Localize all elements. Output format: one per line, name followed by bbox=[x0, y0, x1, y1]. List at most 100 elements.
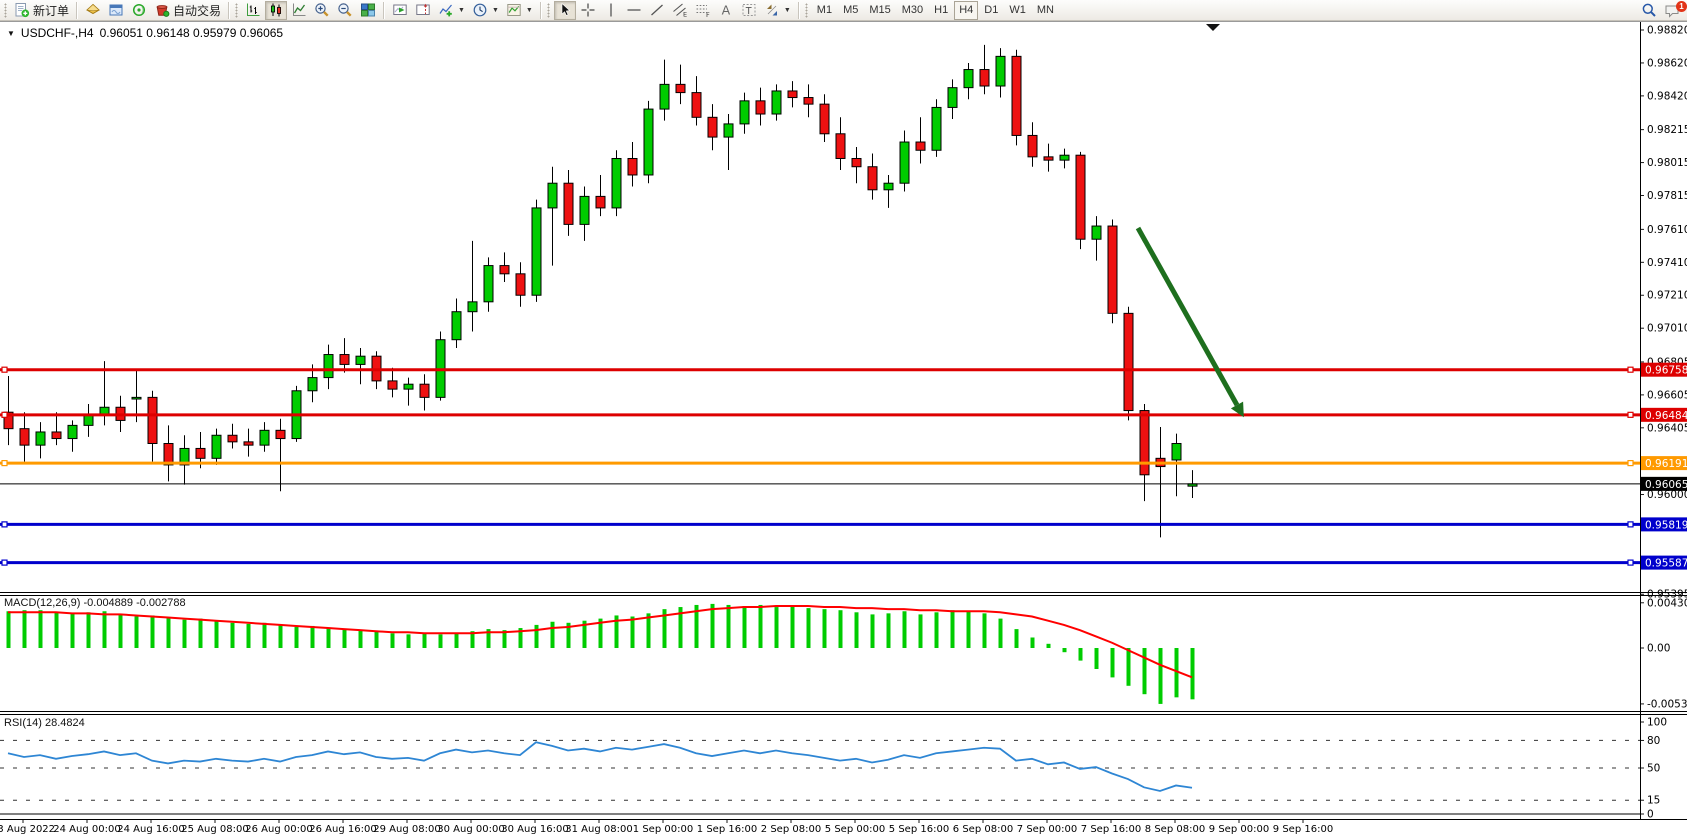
bull-candle bbox=[1091, 225, 1102, 240]
toolbar-grip[interactable] bbox=[235, 2, 239, 18]
line-handle[interactable] bbox=[1627, 411, 1634, 418]
bull-candle bbox=[211, 434, 222, 459]
autotrading-button[interactable]: 自动交易 bbox=[151, 1, 224, 20]
svg-text:0.96484: 0.96484 bbox=[1645, 410, 1687, 422]
price-badge bbox=[1641, 517, 1687, 532]
line-handle[interactable] bbox=[1627, 521, 1634, 528]
data-window-button[interactable] bbox=[105, 1, 127, 20]
svg-text:80: 80 bbox=[1647, 735, 1660, 747]
signals-button[interactable] bbox=[128, 1, 150, 20]
price-badge bbox=[1641, 407, 1687, 422]
bear-candle bbox=[915, 141, 926, 151]
timeframe-m5-button[interactable]: M5 bbox=[838, 1, 863, 20]
bull-candle bbox=[611, 157, 622, 209]
clock-icon bbox=[473, 3, 487, 17]
zoom-out-button[interactable] bbox=[334, 1, 356, 20]
svg-text:0.96758: 0.96758 bbox=[1645, 365, 1687, 377]
bear-candle bbox=[1027, 134, 1038, 158]
text-button[interactable]: A bbox=[715, 1, 737, 20]
periods-button[interactable]: ▼ bbox=[469, 1, 502, 20]
bar-chart-button[interactable] bbox=[242, 1, 264, 20]
templates-button[interactable]: ▼ bbox=[503, 1, 536, 20]
bull-candle bbox=[643, 108, 654, 176]
bull-candle bbox=[403, 383, 414, 390]
notifications-button[interactable]: 1 bbox=[1661, 0, 1687, 20]
bear-candle bbox=[819, 103, 830, 135]
timeframe-w1-button[interactable]: W1 bbox=[1004, 1, 1031, 20]
svg-text:0.97210: 0.97210 bbox=[1647, 290, 1687, 302]
timeframe-h1-button[interactable]: H1 bbox=[929, 1, 953, 20]
text-label-button[interactable]: T bbox=[738, 1, 760, 20]
svg-text:0.00: 0.00 bbox=[1647, 643, 1670, 655]
line-handle[interactable] bbox=[1, 559, 8, 566]
vertical-line-button[interactable] bbox=[600, 1, 622, 20]
price-badge bbox=[1641, 555, 1687, 570]
line-handle[interactable] bbox=[1, 411, 8, 418]
indicators-button[interactable]: ▼ bbox=[435, 1, 468, 20]
zoom-out-icon bbox=[338, 3, 352, 17]
vertical-line-icon bbox=[610, 3, 612, 17]
macd-pane[interactable] bbox=[6, 603, 1195, 704]
svg-text:0.98420: 0.98420 bbox=[1647, 90, 1687, 102]
toolbar-grip[interactable] bbox=[546, 2, 550, 18]
timeframe-h4-button[interactable]: H4 bbox=[954, 0, 979, 20]
auto-scroll-button[interactable] bbox=[389, 1, 411, 20]
bull-candle bbox=[355, 355, 366, 365]
svg-text:5 Sep 00:00: 5 Sep 00:00 bbox=[825, 824, 885, 835]
rsi-pane[interactable]: 100 80 50 15 0 bbox=[0, 717, 1667, 821]
collapse-chart-icon[interactable]: ▼ bbox=[7, 28, 15, 38]
trend-arrow-annotation[interactable] bbox=[1135, 226, 1244, 418]
bull-candle bbox=[179, 447, 190, 466]
arrow-head bbox=[1230, 401, 1244, 418]
dropdown-caret-icon: ▼ bbox=[525, 6, 533, 14]
arrows-button[interactable]: ▼ bbox=[761, 1, 794, 20]
horizontal-line-button[interactable] bbox=[623, 1, 645, 20]
bull-candle bbox=[723, 123, 734, 138]
bear-candle bbox=[499, 265, 510, 275]
zoom-in-button[interactable] bbox=[311, 1, 333, 20]
line-chart-button[interactable] bbox=[288, 1, 310, 20]
bear-candle bbox=[387, 380, 398, 390]
search-button[interactable] bbox=[1638, 1, 1660, 20]
chart-shift-button[interactable] bbox=[412, 1, 434, 20]
fibonacci-button[interactable]: F bbox=[692, 1, 714, 20]
bear-candle bbox=[851, 157, 862, 168]
horizontal-level-lines[interactable] bbox=[0, 366, 1640, 566]
line-handle[interactable] bbox=[1627, 559, 1634, 566]
toolbar-grip[interactable] bbox=[4, 2, 7, 18]
arrow-shaft bbox=[1135, 226, 1240, 407]
svg-text:0.96191: 0.96191 bbox=[1645, 458, 1687, 470]
bull-candle bbox=[963, 69, 974, 89]
tile-windows-button[interactable] bbox=[357, 1, 379, 20]
bear-candle bbox=[3, 411, 14, 430]
equidistant-channel-button[interactable]: E bbox=[669, 1, 691, 20]
line-handle[interactable] bbox=[1627, 460, 1634, 467]
trendline-icon bbox=[650, 4, 663, 16]
toolbar-grip[interactable] bbox=[804, 2, 808, 18]
crosshair-button[interactable] bbox=[577, 1, 599, 20]
timeframe-m30-button[interactable]: M30 bbox=[897, 1, 928, 20]
line-handle[interactable] bbox=[1, 366, 8, 373]
line-handle[interactable] bbox=[1, 521, 8, 528]
new-order-button[interactable]: 新订单 bbox=[11, 1, 72, 20]
timeframe-m15-button[interactable]: M15 bbox=[864, 1, 895, 20]
bull-candle bbox=[83, 414, 94, 426]
autotrading-label: 自动交易 bbox=[173, 3, 222, 18]
candlestick-chart-button[interactable] bbox=[265, 0, 288, 20]
timeframe-mn-button[interactable]: MN bbox=[1032, 1, 1059, 20]
cursor-button[interactable] bbox=[553, 0, 576, 20]
line-handle[interactable] bbox=[1, 460, 8, 467]
timeframe-m1-button[interactable]: M1 bbox=[812, 1, 837, 20]
svg-text:8 Sep 08:00: 8 Sep 08:00 bbox=[1145, 824, 1205, 835]
bear-candle bbox=[515, 273, 526, 296]
search-icon bbox=[1642, 3, 1656, 17]
bear-candle bbox=[675, 83, 686, 94]
candles-layer[interactable] bbox=[3, 44, 1198, 538]
line-handle[interactable] bbox=[1627, 366, 1634, 373]
market-watch-button[interactable] bbox=[82, 1, 104, 20]
bear-candle bbox=[691, 92, 702, 118]
trendline-button[interactable] bbox=[646, 1, 668, 20]
timeframe-d1-button[interactable]: D1 bbox=[979, 1, 1003, 20]
svg-text:100: 100 bbox=[1647, 717, 1667, 729]
